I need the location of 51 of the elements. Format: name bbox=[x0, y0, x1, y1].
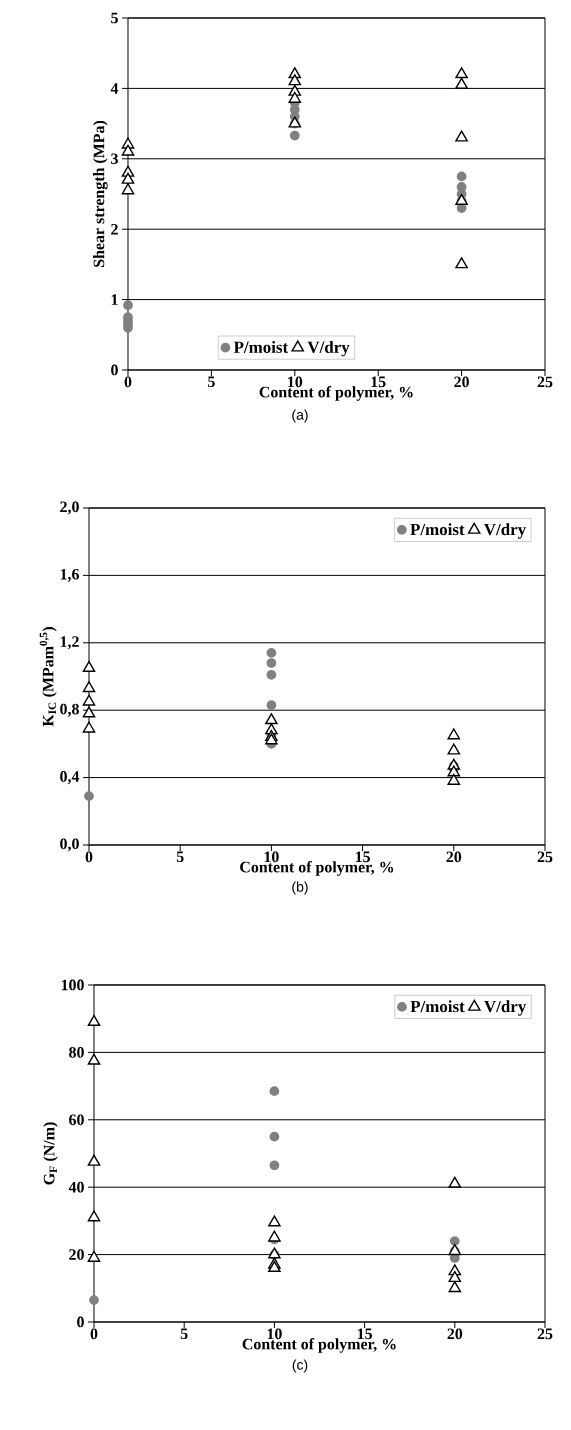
x-axis-title: Content of polymer, % bbox=[242, 1338, 396, 1353]
x-axis-title: Content of polymer, % bbox=[259, 386, 413, 401]
y-tick-label: 0,4 bbox=[60, 771, 80, 785]
y-tick-label: 1,6 bbox=[60, 568, 80, 582]
legend-label: V/dry bbox=[307, 341, 350, 357]
y-tick-label: 3 bbox=[111, 153, 118, 165]
text: (b) bbox=[292, 881, 308, 895]
y-tick-label: 1,2 bbox=[60, 636, 79, 650]
text: (c) bbox=[292, 1359, 308, 1373]
x-tick-label: 10 bbox=[267, 1328, 282, 1340]
legend-label: P/moist bbox=[410, 1000, 465, 1013]
y-tick-label: 0,0 bbox=[60, 838, 79, 852]
x-tick-label: 25 bbox=[537, 1328, 553, 1340]
y-tick-label: 5 bbox=[111, 12, 118, 24]
y-axis-title: G$_{F}$ (N/m) bbox=[43, 1122, 58, 1185]
x-tick-label: 25 bbox=[537, 376, 553, 388]
y-tick-label: 100 bbox=[61, 979, 84, 991]
x-tick-label: 5 bbox=[208, 376, 215, 388]
legend-label: V/dry bbox=[483, 523, 526, 539]
x-tick-label: 15 bbox=[357, 1328, 372, 1340]
y-tick-label: 80 bbox=[69, 1047, 84, 1058]
y-tick-label: 0 bbox=[111, 364, 118, 376]
x-tick-label: 20 bbox=[447, 1328, 463, 1340]
y-tick-label: 2 bbox=[111, 223, 118, 235]
legend-label: P/moist bbox=[233, 341, 289, 353]
y-tick-label: 2,0 bbox=[60, 501, 79, 515]
x-tick-label: 0 bbox=[85, 851, 93, 863]
y-tick-label: 60 bbox=[69, 1114, 84, 1126]
legend-label: V/dry bbox=[484, 1000, 527, 1016]
y-tick-label: 40 bbox=[68, 1181, 84, 1193]
x-tick-label: 20 bbox=[454, 376, 469, 388]
x-axis-title: Content of polymer, % bbox=[240, 861, 394, 876]
x-tick-label: 0 bbox=[124, 376, 132, 388]
x-tick-label: 20 bbox=[446, 851, 462, 863]
text: (a) bbox=[292, 409, 308, 423]
y-tick-label: 20 bbox=[69, 1249, 84, 1260]
y-tick-label: 1 bbox=[111, 294, 118, 305]
y-tick-label: 4 bbox=[110, 83, 119, 94]
x-tick-label: 15 bbox=[371, 376, 386, 388]
y-tick-label: 0 bbox=[77, 1316, 84, 1328]
x-tick-label: 15 bbox=[355, 851, 370, 863]
y-axis-title: Shear strength (MPa) bbox=[93, 120, 108, 267]
x-tick-label: 25 bbox=[537, 851, 553, 863]
y-tick-label: 0,8 bbox=[60, 703, 79, 717]
y-axis-title: K$_{IC}$ (MPam$^{0,5}$) bbox=[39, 627, 57, 727]
x-tick-label: 5 bbox=[176, 851, 184, 863]
x-tick-label: 0 bbox=[90, 1328, 98, 1340]
x-tick-label: 5 bbox=[180, 1328, 188, 1340]
x-tick-label: 10 bbox=[288, 376, 303, 388]
x-tick-label: 10 bbox=[264, 851, 279, 863]
legend-label: P/moist bbox=[410, 523, 465, 536]
